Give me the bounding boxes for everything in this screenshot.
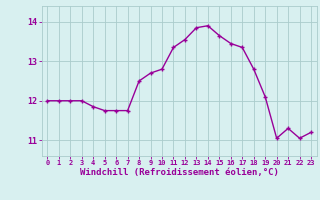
X-axis label: Windchill (Refroidissement éolien,°C): Windchill (Refroidissement éolien,°C) (80, 168, 279, 177)
